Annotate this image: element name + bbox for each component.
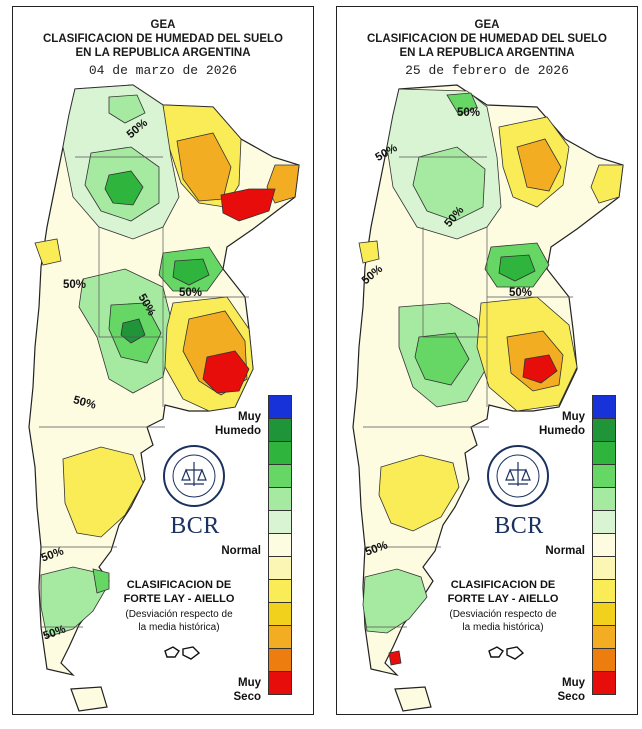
dry-zone-patagonia [378,454,460,532]
bcr-logo-text: BCR [494,513,544,539]
legend-normal-label: Normal [221,545,261,557]
legend-swatch [592,579,616,602]
contour-label: 50% [457,107,481,119]
map-title-line1: CLASIFICACION DE HUMEDAD DEL SUELO [366,33,608,45]
wet-zone-nw-mid [412,146,486,222]
legend-swatch [268,395,292,418]
legend-swatch [592,395,616,418]
misiones-yellow [590,164,624,204]
tierra-del-fuego [394,686,432,712]
wet-zone-top [108,94,146,124]
legend-swatch [268,556,292,579]
legend-wet-label-1: Muy [562,411,585,423]
legend-swatch [592,487,616,510]
legend-swatch [268,648,292,671]
classification-subtitle-1: (Desviación respecto de [125,609,233,620]
wet-zone-south [362,568,428,634]
legend-color-scale [592,395,616,695]
wet-zone-cordoba-core [414,332,470,386]
legend-dry-label-2: Seco [557,691,586,703]
classification-subtitle-2: la media histórica) [462,622,544,633]
bcr-seal-icon [487,445,549,507]
legend-swatch [592,464,616,487]
dry-zone-east-red [522,354,558,384]
malvinas-islands [488,646,525,660]
misiones-red [220,188,276,222]
legend-dry-label-2: Seco [233,691,262,703]
legend-swatch [268,533,292,556]
tierra-del-fuego [70,686,108,712]
legend-swatch [592,441,616,464]
wet-zone-center-core [172,258,210,286]
classification-title-1: CLASIFICACION DE [126,579,232,591]
classification-title-2: FORTE LAY - AIELLO [123,593,235,605]
classification-title-1: CLASIFICACION DE [450,579,556,591]
malvinas-islands [164,646,201,660]
classification-subtitle-2: la media histórica) [138,622,220,633]
misiones-orange [266,164,300,204]
classification-subtitle-1: (Desviación respecto de [449,609,557,620]
dry-zone-patagonia [62,446,144,538]
legend-swatch [268,602,292,625]
legend-swatch [268,418,292,441]
legend-swatch [268,487,292,510]
wet-zone-south [40,566,108,638]
map-org: GEA [474,19,500,31]
legend-color-scale [268,395,292,695]
soil-moisture-map-current [28,84,300,712]
map-title-line1: CLASIFICACION DE HUMEDAD DEL SUELO [42,33,284,45]
dry-zone-west [34,238,62,266]
map-title-line2: EN LA REPUBLICA ARGENTINA [75,47,251,59]
map-date: 25 de febrero de 2026 [405,63,569,78]
province-borders [39,156,249,628]
map-date: 04 de marzo de 2026 [88,63,238,78]
wet-zone-top [446,92,478,116]
dry-zone-west [358,240,380,264]
map-title-line2: EN LA REPUBLICA ARGENTINA [399,47,575,59]
wet-zone-nw-core [104,170,144,206]
legend-swatch [268,464,292,487]
legend-swatch [592,418,616,441]
legend-wet-label-2: Humedo [539,425,585,437]
province-borders [363,156,573,628]
map-panel-previous: GEA CLASIFICACION DE HUMEDAD DEL SUELO E… [336,6,638,715]
legend-swatch [268,579,292,602]
soil-moisture-map-previous [352,84,624,712]
legend-swatch [268,510,292,533]
map-org: GEA [150,19,176,31]
dry-zone-east-red [202,350,250,394]
legend-swatch [592,602,616,625]
legend-swatch [592,625,616,648]
legend-dry-label-1: Muy [562,677,585,689]
bcr-seal-icon [163,445,225,507]
wet-zone-center-core [498,254,536,282]
legend-dry-label-1: Muy [238,677,261,689]
dry-spot-south [388,650,402,666]
map-panel-current: GEA CLASIFICACION DE HUMEDAD DEL SUELO E… [12,6,314,715]
legend-swatch [592,648,616,671]
contour-label: 50% [179,287,203,299]
legend-swatch [592,671,616,695]
legend-swatch [268,671,292,695]
contour-label: 50% [63,279,87,291]
dry-zone-ne-orange [516,138,562,192]
legend-wet-label-2: Humedo [215,425,261,437]
legend-normal-label: Normal [545,545,585,557]
legend-swatch [268,625,292,648]
legend-wet-label-1: Muy [238,411,261,423]
wet-zone-south-core [92,568,110,594]
classification-title-2: FORTE LAY - AIELLO [447,593,559,605]
legend-swatch [268,441,292,464]
legend-swatch [592,533,616,556]
legend-swatch [592,556,616,579]
legend-swatch [592,510,616,533]
bcr-logo-text: BCR [170,513,220,539]
contour-label: 50% [509,287,533,299]
